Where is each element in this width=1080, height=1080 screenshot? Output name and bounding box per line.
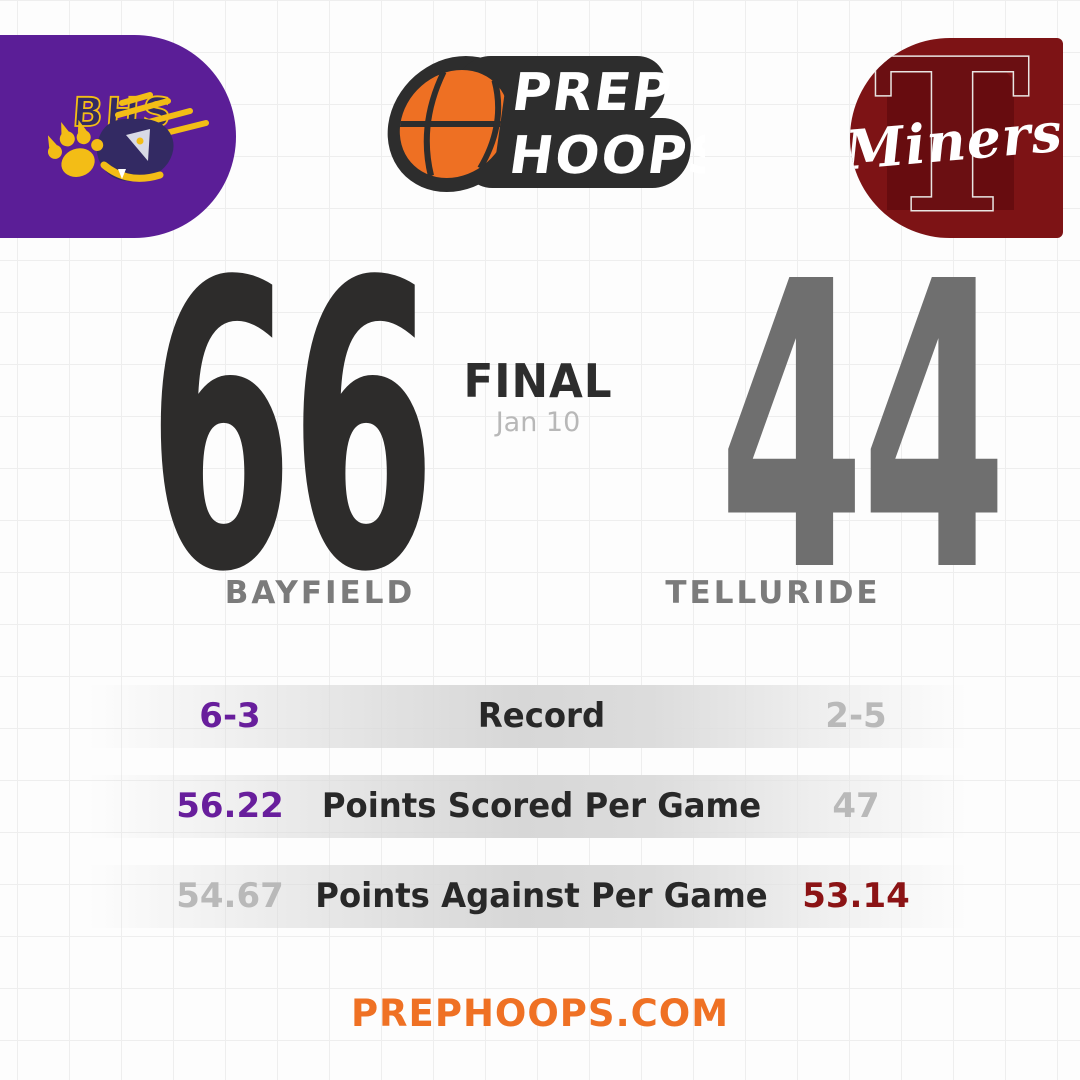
prephoops-logo: PREP HOOPS: [383, 48, 731, 195]
bhs-wolverine-icon: BHS: [48, 89, 209, 182]
away-team-badge: T Miners: [850, 38, 1063, 238]
away-score: 44: [718, 199, 1007, 659]
wolverine-head-icon: [96, 118, 174, 182]
home-team-badge: BHS: [0, 35, 236, 238]
stat-row-record: 6-3 Record 2-5: [88, 685, 995, 748]
away-team-name: TELLURIDE: [665, 575, 881, 611]
home-stat-value: 6-3: [199, 696, 261, 736]
paw-print-icon: [48, 119, 104, 178]
prephoops-word1: PREP: [508, 63, 676, 123]
prephoops-logo-icon: PREP HOOPS: [387, 56, 731, 192]
stat-label: Points Scored Per Game: [321, 786, 762, 826]
stat-label: Points Against Per Game: [315, 876, 768, 916]
game-date-label: Jan 10: [495, 407, 581, 438]
telluride-letter: T: [874, 38, 1030, 238]
away-stat-value: 2-5: [825, 696, 887, 736]
home-stat-value: 54.67: [176, 876, 284, 916]
basketball-icon: [399, 70, 509, 178]
home-team-name: BAYFIELD: [224, 575, 416, 611]
away-stat-value: 53.14: [802, 876, 910, 916]
stat-row-points-against: 54.67 Points Against Per Game 53.14: [88, 865, 995, 928]
stat-row-points-scored: 56.22 Points Scored Per Game 47: [88, 775, 995, 838]
prephoops-word2: HOOPS: [506, 126, 705, 186]
telluride-miners-icon: T Miners: [850, 38, 1063, 238]
footer-url: PREPHOOPS.COM: [350, 992, 730, 1035]
home-score: 66: [147, 199, 436, 659]
home-stat-value: 56.22: [176, 786, 284, 826]
stat-label: Record: [477, 696, 606, 736]
game-status-label: FINAL: [463, 354, 613, 408]
away-stat-value: 47: [832, 786, 880, 826]
